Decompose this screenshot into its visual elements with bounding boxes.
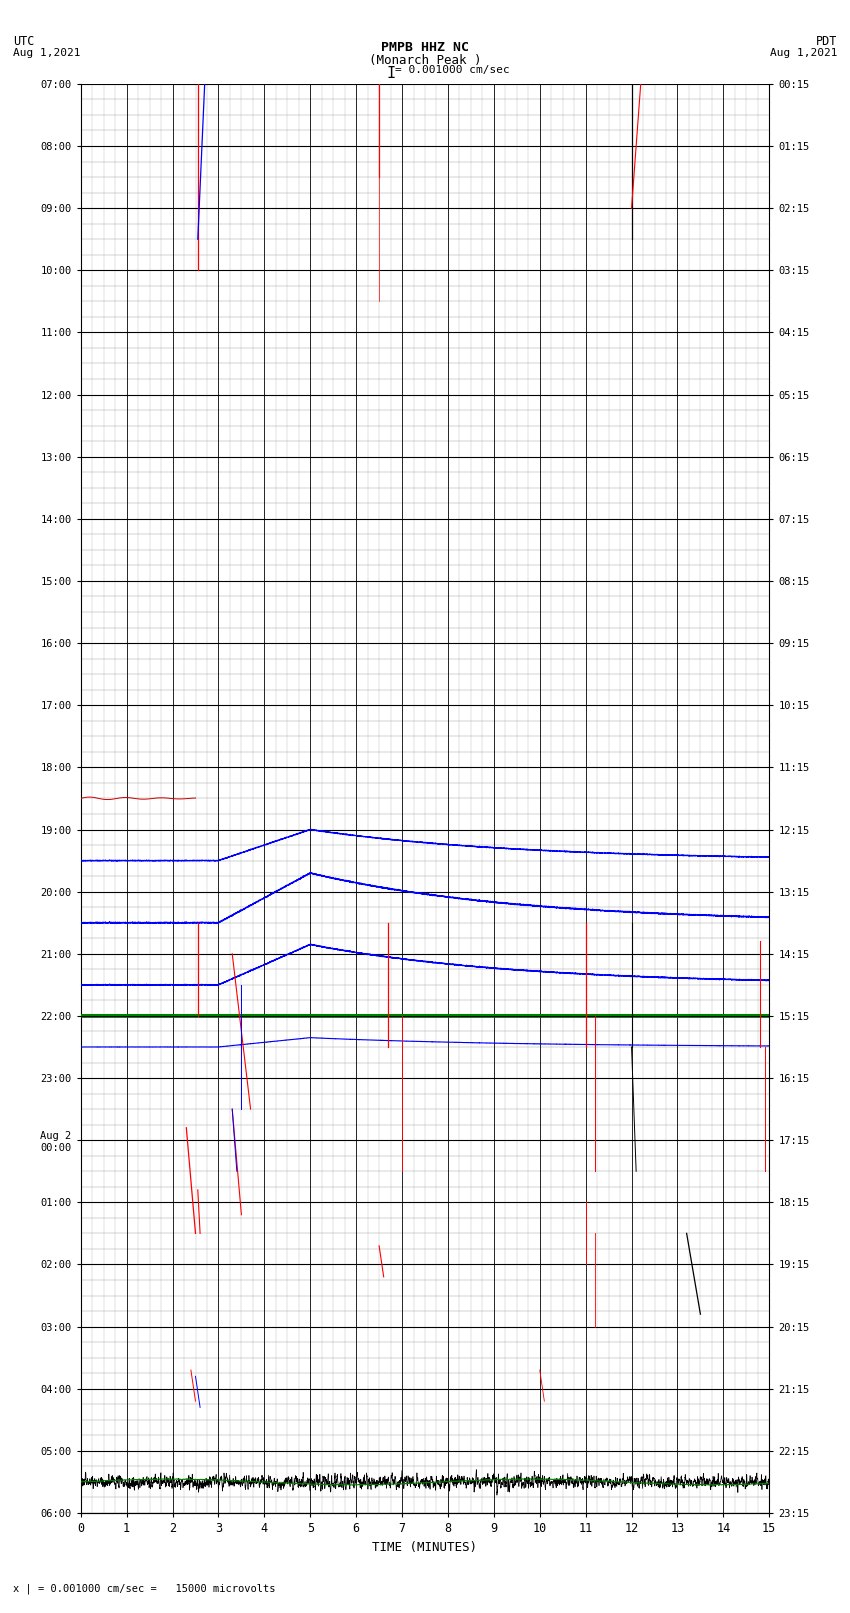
Text: Aug 1,2021: Aug 1,2021 (13, 48, 80, 58)
Text: x | = 0.001000 cm/sec =   15000 microvolts: x | = 0.001000 cm/sec = 15000 microvolts (13, 1582, 275, 1594)
Text: UTC: UTC (13, 35, 34, 48)
X-axis label: TIME (MINUTES): TIME (MINUTES) (372, 1540, 478, 1553)
Text: PMPB HHZ NC: PMPB HHZ NC (381, 40, 469, 55)
Text: Aug 1,2021: Aug 1,2021 (770, 48, 837, 58)
Text: PDT: PDT (816, 35, 837, 48)
Text: (Monarch Peak ): (Monarch Peak ) (369, 53, 481, 68)
Text: I: I (387, 66, 396, 81)
Text: = 0.001000 cm/sec: = 0.001000 cm/sec (395, 65, 510, 76)
